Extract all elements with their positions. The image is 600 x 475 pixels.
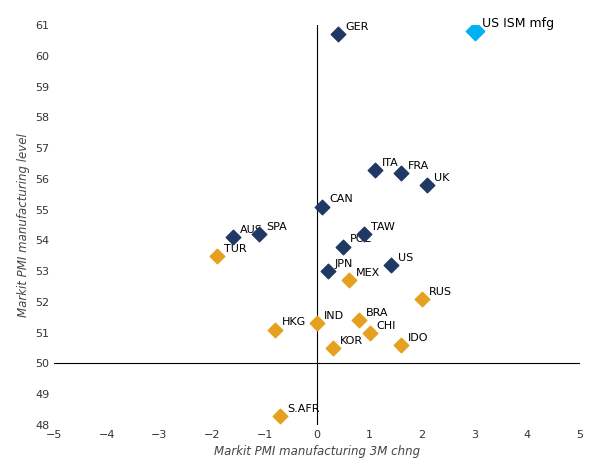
- Text: US: US: [398, 253, 413, 263]
- Point: [275, 412, 285, 419]
- Point: [334, 30, 343, 38]
- Point: [422, 181, 432, 189]
- Text: IDO: IDO: [408, 333, 428, 343]
- Text: UK: UK: [434, 173, 450, 183]
- Point: [470, 28, 479, 35]
- Text: CAN: CAN: [329, 194, 353, 204]
- Point: [397, 341, 406, 349]
- Point: [312, 320, 322, 327]
- Text: FRA: FRA: [408, 161, 430, 171]
- Point: [323, 267, 332, 275]
- Text: JPN: JPN: [335, 259, 353, 269]
- Text: POL: POL: [350, 235, 372, 245]
- Text: KOR: KOR: [340, 336, 363, 346]
- Text: TAW: TAW: [371, 222, 395, 232]
- Point: [212, 252, 222, 260]
- Text: HKG: HKG: [282, 317, 306, 327]
- Point: [254, 230, 264, 238]
- Text: ITA: ITA: [382, 158, 398, 168]
- Text: TUR: TUR: [224, 244, 247, 254]
- Point: [397, 169, 406, 177]
- Point: [418, 295, 427, 303]
- Text: S.AFR: S.AFR: [287, 404, 320, 414]
- Y-axis label: Markit PMI manufacturing level: Markit PMI manufacturing level: [17, 133, 29, 317]
- Text: BRA: BRA: [366, 308, 389, 318]
- Point: [370, 166, 380, 173]
- Point: [328, 344, 338, 352]
- Point: [344, 276, 353, 284]
- Text: SPA: SPA: [266, 222, 287, 232]
- Point: [270, 326, 280, 333]
- Point: [365, 329, 374, 336]
- Text: AUS: AUS: [240, 225, 263, 235]
- Text: CHI: CHI: [377, 321, 396, 331]
- Point: [355, 316, 364, 324]
- X-axis label: Markit PMI manufacturing 3M chng: Markit PMI manufacturing 3M chng: [214, 446, 420, 458]
- Text: IND: IND: [324, 311, 344, 321]
- Text: US ISM mfg: US ISM mfg: [482, 17, 554, 30]
- Point: [386, 261, 395, 269]
- Text: MEX: MEX: [356, 268, 380, 278]
- Text: GER: GER: [345, 22, 368, 32]
- Point: [359, 230, 369, 238]
- Point: [228, 234, 238, 241]
- Point: [317, 203, 327, 210]
- Text: RUS: RUS: [429, 287, 452, 297]
- Point: [338, 243, 348, 250]
